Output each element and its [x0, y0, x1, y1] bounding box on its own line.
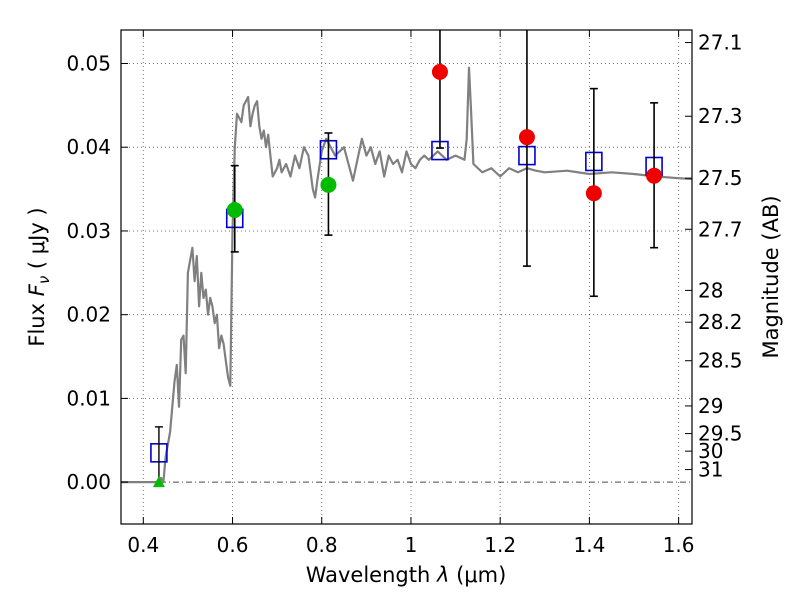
y-tick-label: 0.05 — [66, 51, 111, 75]
plot-frame — [120, 29, 693, 525]
y2-tick-label: 30 — [698, 439, 723, 463]
x-tick-label: 0.6 — [217, 533, 249, 557]
x-tick-label: 1.6 — [663, 533, 695, 557]
axes: 0.4 0.6 0.8 1 1.2 1.4 1.6 0.00 0.01 0.02 0.03 0.04 0… — [66, 30, 743, 557]
y2-tick-label: 29 — [698, 394, 723, 418]
y2-tick-label: 28 — [698, 278, 723, 302]
upper-limit-triangle — [152, 476, 165, 488]
x-tick-label: 0.8 — [306, 533, 338, 557]
y2-tick-label: 27.3 — [698, 104, 743, 128]
photometry-point — [646, 167, 663, 184]
plot-area — [121, 30, 693, 488]
y-tick-label: 0.04 — [66, 135, 111, 159]
x-tick-label: 1 — [405, 533, 418, 557]
photometry-point — [431, 63, 448, 80]
x-tick-label: 0.4 — [127, 533, 159, 557]
y2-axis-label: Magnitude (AB) — [759, 195, 783, 358]
spectrum-line — [121, 66, 693, 484]
x-tick-label: 1.4 — [573, 533, 605, 557]
y-tick-label: 0.01 — [66, 386, 111, 410]
photometry-point — [226, 202, 243, 219]
x-axis-label: Wavelength λ (μm) — [306, 563, 507, 587]
y2-tick-label: 28.2 — [698, 310, 743, 334]
y2-tick-label: 29.5 — [698, 422, 743, 446]
y2-tick-label: 27.7 — [698, 217, 743, 241]
grid-lines — [121, 30, 692, 524]
y2-tick-label: 27.1 — [698, 31, 743, 55]
y-tick-label: 0.00 — [66, 470, 111, 494]
y-tick-label: 0.02 — [66, 303, 111, 327]
y-axis-label: Flux Fν ( μJy ) — [25, 207, 53, 346]
y2-tick-label: 27.5 — [698, 166, 743, 190]
photometry-point — [518, 129, 535, 146]
photometry-point — [320, 176, 337, 193]
x-tick-label: 1.2 — [484, 533, 516, 557]
y2-tick-label: 31 — [698, 458, 723, 482]
photometry-point — [585, 185, 602, 202]
y-tick-label: 0.03 — [66, 219, 111, 243]
y2-tick-label: 28.5 — [698, 349, 743, 373]
